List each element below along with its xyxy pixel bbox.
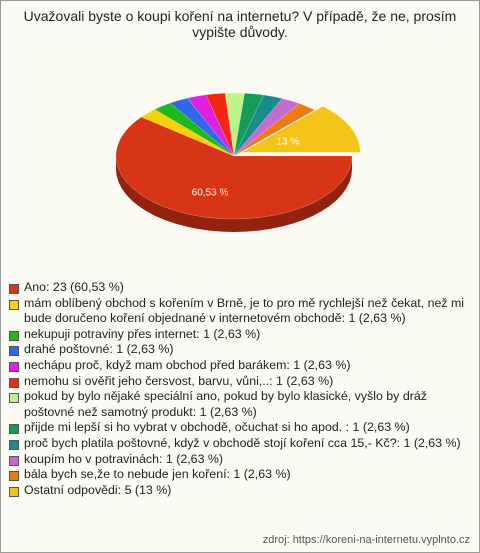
legend-item: mám oblíbený obchod s kořením v Brně, je… (9, 296, 465, 327)
legend-swatch (9, 330, 19, 341)
legend-item: nechápu proč, když mam obchod před barák… (9, 358, 465, 374)
legend-label: drahé poštovné: 1 (2,63 %) (24, 342, 174, 357)
slice (154, 102, 235, 157)
legend-label: mám oblíbený obchod s kořením v Brně, je… (24, 295, 465, 326)
legend-label: pokud by bylo nějaké speciální ano, poku… (24, 389, 427, 419)
legend-item: drahé poštovné: 1 (2,63 %) (9, 342, 465, 358)
legend-label: nemohu si ověřit jeho čersvost, barvu, v… (24, 373, 334, 388)
slice (205, 92, 235, 157)
slice (233, 94, 283, 157)
slice-side (116, 156, 352, 232)
legend-item: Ano: 23 (60,53 %) (9, 280, 465, 296)
legend-swatch (9, 346, 19, 357)
slice (233, 98, 300, 157)
legend-label: Ostatní odpovědi: 5 (13 %) (24, 482, 172, 497)
legend-label: Ano: 23 (60,53 %) (24, 280, 124, 294)
legend: Ano: 23 (60,53 %) mám oblíbený obchod s k… (9, 280, 465, 498)
legend-label: koupím ho v potravinách: 1 (2,63 %) (24, 451, 224, 466)
legend-swatch (9, 424, 19, 435)
slice (169, 97, 235, 157)
pie-chart: 60,53 % 13 % (115, 92, 361, 232)
legend-swatch (9, 361, 19, 372)
legend-label: proč bych platila poštovné, když v obcho… (24, 435, 461, 450)
legend-item: koupím ho v potravinách: 1 (2,63 %) (9, 452, 465, 468)
legend-item: bála bych se,že to nebude jen koření: 1 … (9, 467, 465, 483)
legend-swatch (9, 299, 19, 310)
legend-swatch (9, 284, 19, 294)
legend-label: nechápu proč, když mam obchod před barák… (24, 357, 351, 372)
slice-label: 13 % (276, 137, 299, 148)
legend-item: nemohu si ověřit jeho čersvost, barvu, v… (9, 374, 465, 390)
legend-label: přijde mi lepší si ho vybrat v obchodě, … (24, 420, 410, 435)
slice (241, 106, 361, 153)
slice (224, 92, 245, 157)
slice-label: 60,53 % (192, 188, 229, 199)
slice (186, 94, 235, 157)
source: zdroj: https://koreni-na-internetu.vypln… (262, 534, 470, 546)
legend-item: proč bych platila poštovné, když v obcho… (9, 436, 465, 452)
legend-swatch (9, 377, 19, 388)
legend-item: nekupuji potraviny přes internet: 1 (2,6… (9, 327, 465, 343)
chart-title: Uvažovali byste o koupi koření na intern… (23, 8, 457, 40)
legend-label: bála bych se,že to nebude jen koření: 1 … (24, 467, 291, 482)
legend-swatch (9, 455, 19, 466)
slice (115, 116, 353, 220)
legend-item: pokud by bylo nějaké speciální ano, poku… (9, 389, 465, 420)
legend-swatch (9, 393, 19, 404)
legend-item: Ostatní odpovědi: 5 (13 %) (9, 483, 465, 499)
slice (233, 92, 265, 157)
legend-label: nekupuji potraviny přes internet: 1 (2,6… (24, 326, 261, 341)
slice (233, 103, 316, 157)
slice (140, 109, 235, 157)
legend-item: přijde mi lepší si ho vybrat v obchodě, … (9, 420, 465, 436)
legend-swatch (9, 471, 19, 482)
legend-swatch (9, 486, 19, 497)
legend-swatch (9, 439, 19, 450)
